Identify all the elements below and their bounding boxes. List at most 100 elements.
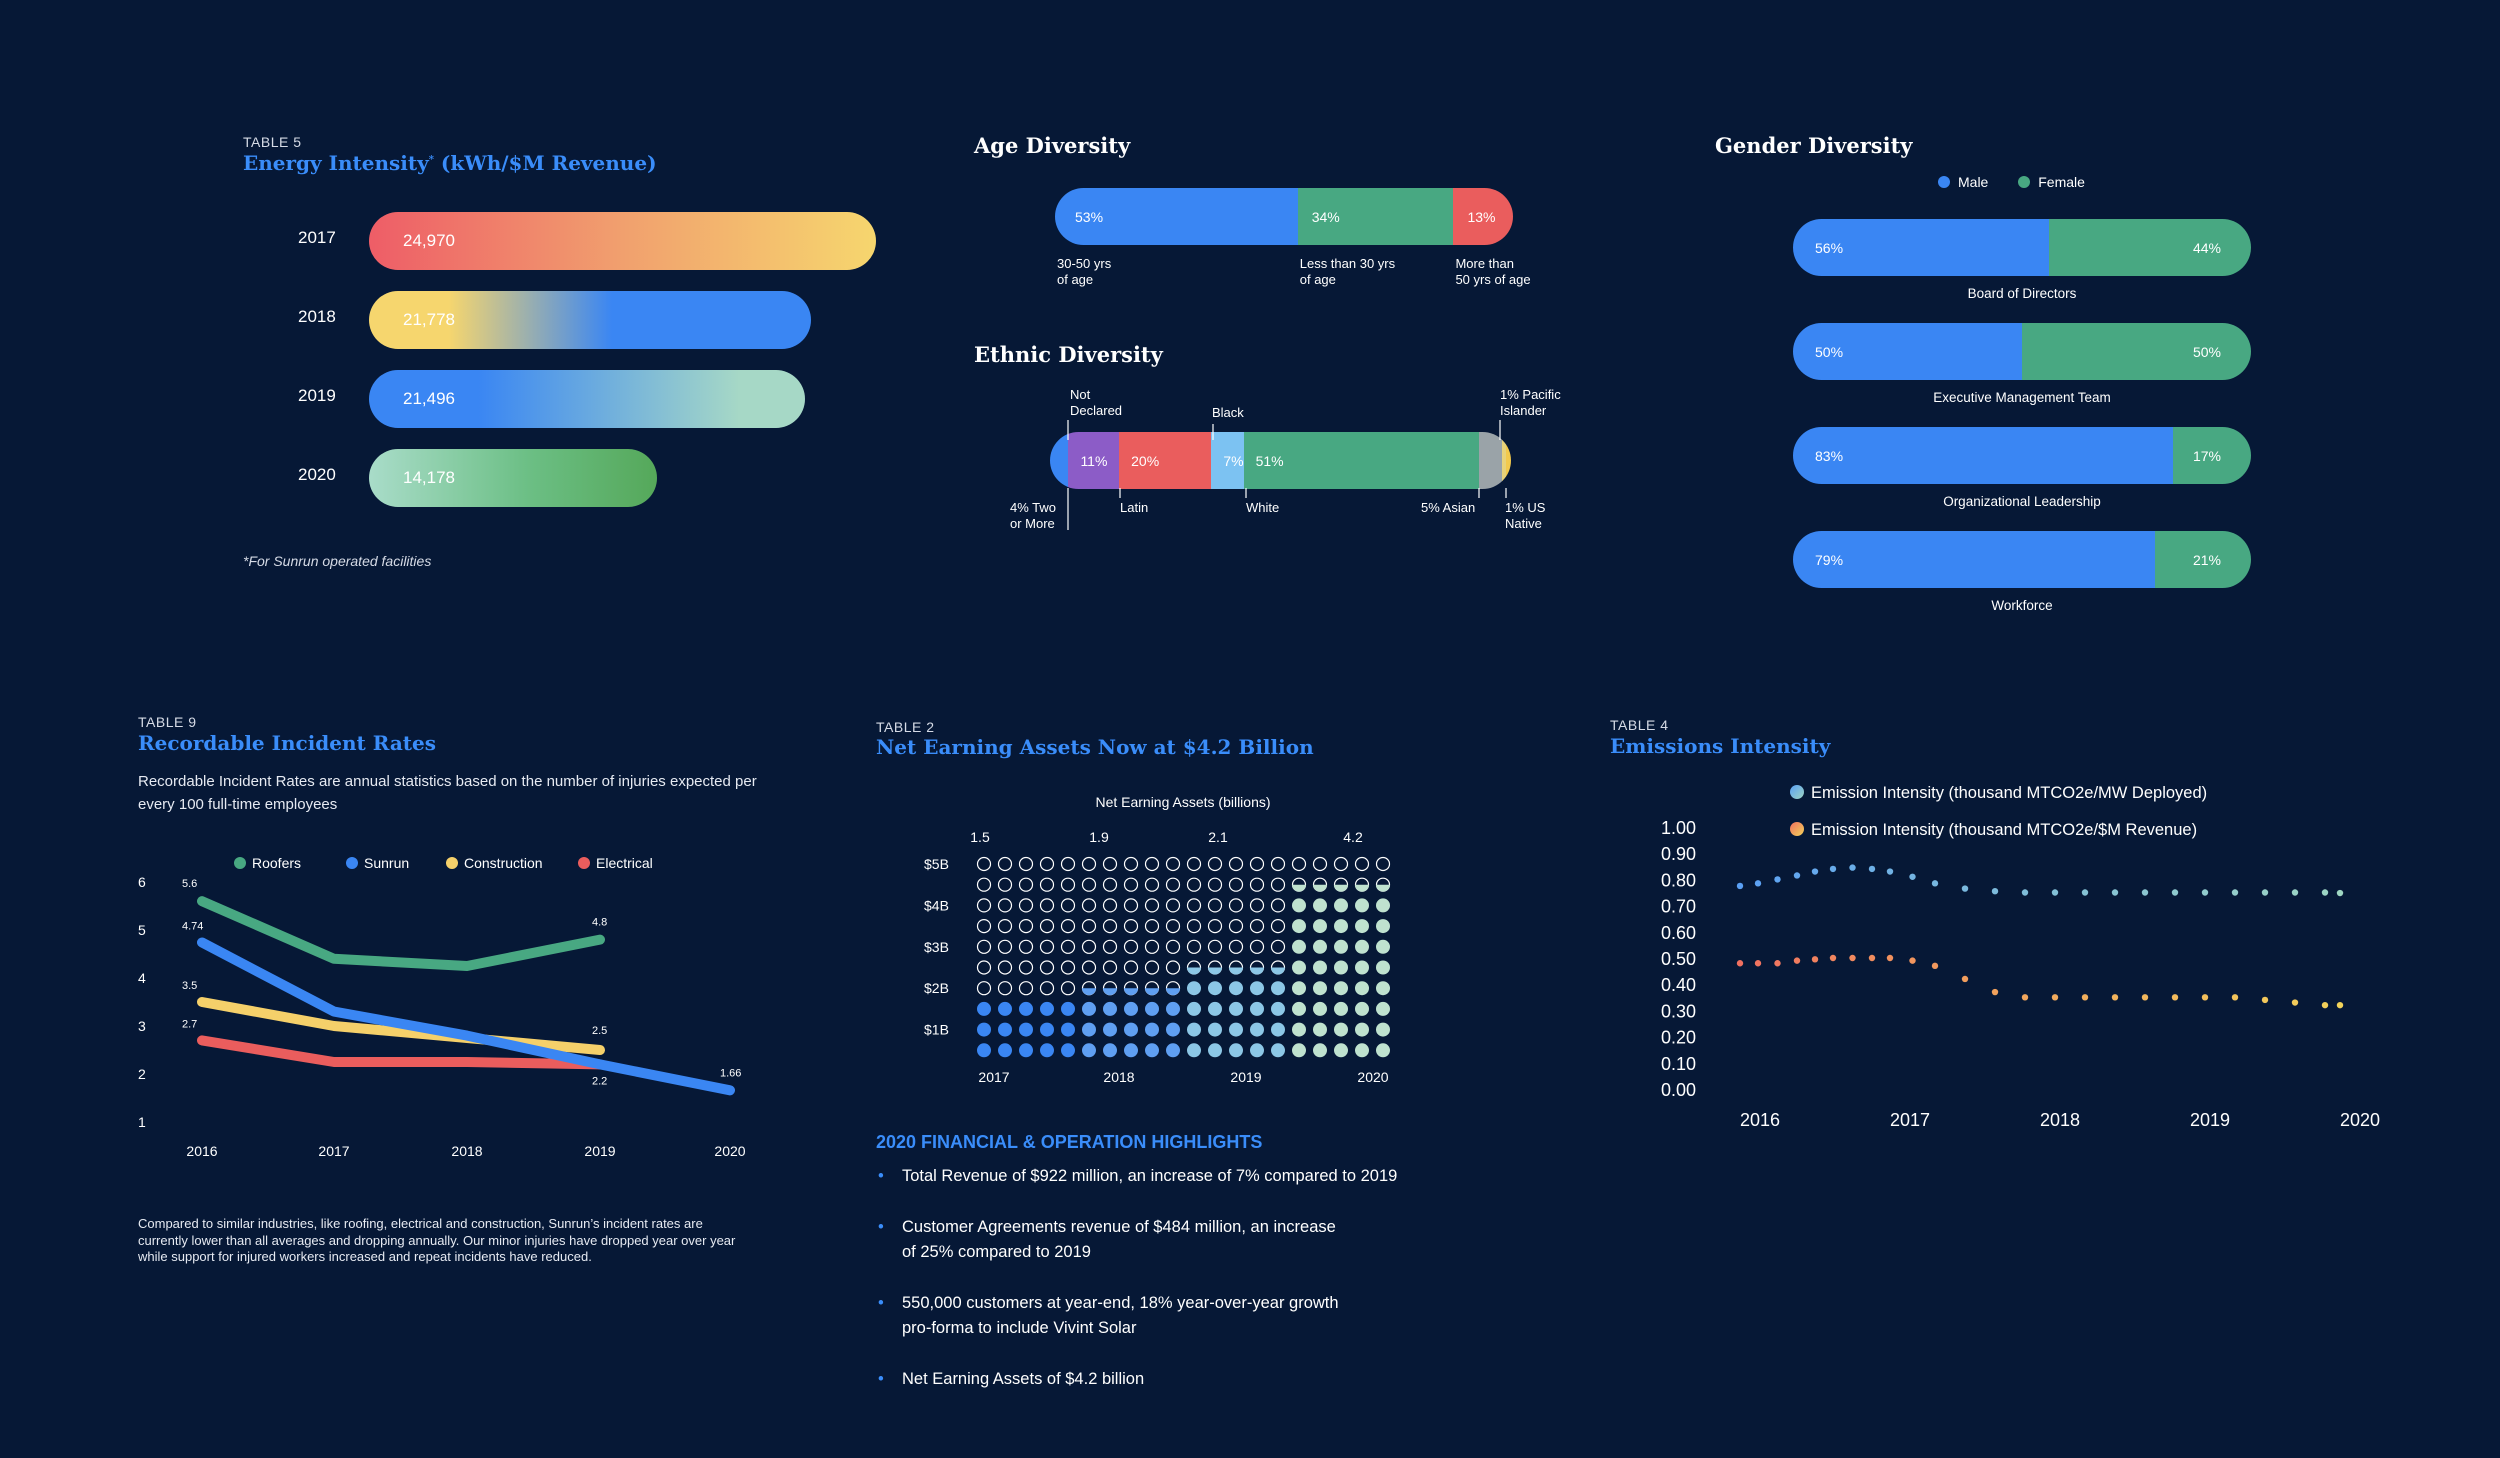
emission-point (1829, 954, 1837, 962)
emission-point (1931, 880, 1939, 887)
incident-legend: Roofers Sunrun Construction Electrical (234, 855, 653, 871)
assets-value-label: 1.9 (1089, 829, 1109, 845)
asset-dot (1249, 939, 1265, 954)
highlight-item: • 550,000 customers at year-end, 18% year… (878, 1291, 1502, 1341)
gender-bar: 83% 17% (1793, 427, 2251, 484)
asset-dot (1313, 960, 1327, 975)
asset-dot (997, 877, 1013, 892)
assets-title: Net Earning Assets Now at $4.2 Billion (876, 735, 1314, 759)
data-label: 4.74 (182, 920, 203, 932)
gender-female-segment: 50% (2022, 323, 2251, 380)
emissions-dot-chart: Emission Intensity (thousand MTCO2e/MW D… (1661, 784, 2380, 1130)
emission-point (2081, 889, 2089, 896)
emission-x-tick: 2019 (2190, 1110, 2230, 1130)
asset-dot (1313, 1001, 1327, 1016)
emission-point (2261, 996, 2269, 1004)
highlight-line: Net Earning Assets of $4.2 billion (902, 1370, 1145, 1388)
age-caption: More than 50 yrs of age (1455, 256, 1531, 287)
energy-year-label: 2018 (298, 307, 336, 326)
emission-point (1961, 975, 1969, 983)
asset-dot (1082, 1001, 1096, 1016)
energy-footnote: *For Sunrun operated facilities (243, 553, 432, 569)
asset-dot (1081, 898, 1097, 913)
highlight-item: • Total Revenue of $922 million, an incre… (878, 1164, 1502, 1189)
gender-row-label: Executive Management Team (1933, 390, 2111, 405)
asset-dot (1018, 898, 1034, 913)
emission-x-tick: 2016 (1740, 1110, 1780, 1130)
series-line-sunrun (197, 937, 735, 1096)
emission-point (1961, 885, 1969, 892)
emission-legend-dot-icon (1790, 785, 1804, 799)
asset-dot (1060, 856, 1076, 872)
emission-point (2336, 889, 2344, 897)
emission-point (2051, 889, 2059, 896)
emission-y-tick: 1.00 (1661, 818, 1696, 838)
asset-dot (1123, 898, 1139, 913)
legend-female: Female (2018, 174, 2085, 190)
asset-dot (1292, 1022, 1306, 1037)
asset-dot (1039, 939, 1055, 954)
asset-dot (1376, 939, 1390, 954)
asset-dot (1249, 856, 1265, 872)
asset-dot (1208, 1001, 1222, 1016)
gender-female-segment: 44% (2049, 219, 2251, 276)
asset-dot (1165, 919, 1181, 934)
x-tick-label: 2017 (318, 1143, 349, 1159)
asset-dot (1249, 919, 1265, 934)
asset-dot (1018, 981, 1034, 996)
asset-dot (1102, 939, 1118, 954)
legend-dot-icon (234, 857, 246, 869)
asset-dot (1228, 939, 1244, 954)
asset-dot (1207, 939, 1223, 954)
energy-bar: 21,496 (369, 370, 805, 428)
asset-dot (1333, 856, 1349, 872)
asset-dot (1145, 1001, 1159, 1016)
asset-dot (1292, 981, 1306, 996)
emission-point (1849, 864, 1856, 871)
asset-dot (1292, 1001, 1306, 1016)
asset-dot (1313, 981, 1327, 996)
incident-title: Recordable Incident Rates (138, 731, 436, 755)
asset-dot (1061, 1001, 1075, 1016)
emission-x-tick: 2018 (2040, 1110, 2080, 1130)
emission-point (2201, 994, 2209, 1001)
x-tick-label: 2020 (714, 1143, 745, 1159)
age-segment: 53% (1055, 188, 1298, 245)
emission-point (1886, 868, 1894, 875)
asset-dot (1081, 960, 1097, 975)
asset-dot (1270, 939, 1286, 954)
emission-point (2231, 994, 2239, 1001)
asset-dot (1102, 877, 1118, 892)
ethnic-segment (1478, 432, 1502, 489)
asset-dot (997, 939, 1013, 954)
asset-dot (1334, 898, 1348, 913)
y-tick-label: 5 (138, 922, 146, 938)
asset-dot-half (1271, 967, 1285, 975)
gender-legend: Male Female (1938, 174, 2085, 190)
ethnic-segment (1506, 432, 1511, 489)
emission-point (2231, 889, 2239, 896)
legend-dot-icon (446, 857, 458, 869)
ethnic-title: Ethnic Diversity (974, 342, 1163, 367)
asset-dot (1123, 856, 1139, 872)
incident-table-tag: TABLE 9 (138, 714, 197, 730)
emission-point (2336, 1001, 2344, 1009)
energy-year-label: 2020 (298, 465, 336, 484)
asset-dot (1270, 877, 1286, 892)
assets-chart-title: Net Earning Assets (billions) (1095, 794, 1270, 810)
emission-point (1849, 954, 1856, 962)
asset-dot (1040, 1001, 1054, 1016)
age-segment: 34% (1297, 188, 1454, 245)
series-line-electrical (197, 1035, 605, 1070)
asset-dot (1334, 1022, 1348, 1037)
asset-dot (1019, 1022, 1033, 1037)
asset-dot (1376, 1001, 1390, 1016)
asset-dot (1207, 856, 1223, 872)
asset-dot (1250, 1022, 1264, 1037)
asset-dot (1144, 877, 1160, 892)
gender-bar: 79% 21% (1793, 531, 2251, 588)
energy-bar-value: 21,778 (403, 310, 455, 329)
emission-point (1736, 960, 1744, 967)
asset-dot (997, 919, 1013, 934)
asset-dot (1039, 919, 1055, 934)
